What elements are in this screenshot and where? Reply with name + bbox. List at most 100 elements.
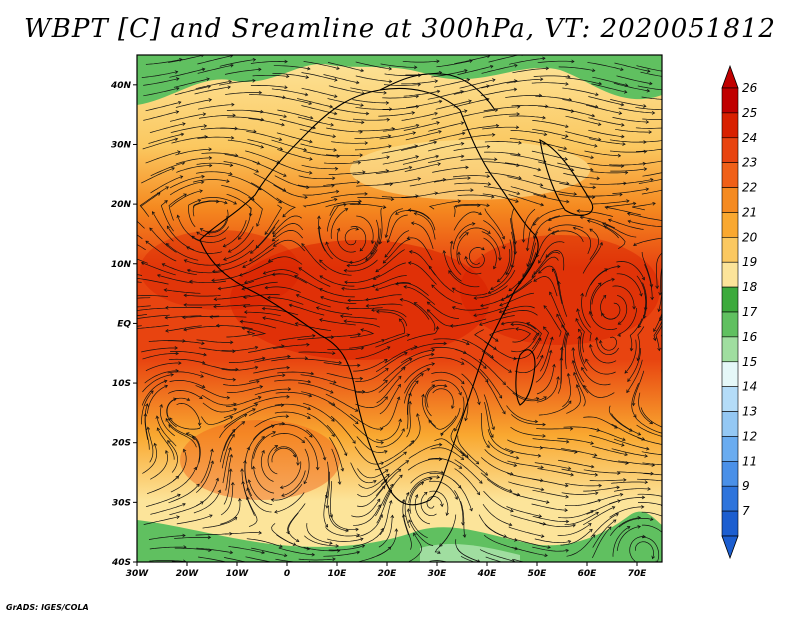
streamline-arrow	[182, 122, 186, 126]
streamline-arrow	[355, 527, 359, 532]
streamline	[592, 76, 628, 86]
streamline	[145, 240, 177, 262]
streamline	[144, 403, 148, 440]
streamline	[288, 512, 300, 542]
streamline-arrow	[170, 373, 174, 377]
streamline	[514, 538, 551, 548]
streamline-arrow	[397, 383, 401, 388]
streamline-arrow	[246, 446, 251, 451]
streamline-arrow	[206, 77, 210, 82]
streamline	[587, 220, 619, 239]
streamline-arrow	[594, 336, 599, 341]
streamline	[422, 394, 436, 427]
streamline-arrow	[666, 361, 669, 364]
streamline-arrow	[412, 131, 417, 135]
streamline-arrow	[420, 373, 424, 377]
streamline	[483, 490, 514, 512]
streamline-arrow	[379, 427, 384, 431]
streamline	[225, 92, 262, 95]
streamline	[141, 390, 154, 425]
streamline	[561, 448, 597, 456]
streamline-arrow	[460, 361, 465, 365]
streamline	[349, 339, 385, 349]
colorbar-label: 22	[742, 181, 757, 195]
streamline	[174, 547, 212, 551]
streamline	[487, 440, 519, 459]
streamline	[483, 220, 505, 249]
streamline-arrow	[134, 317, 137, 320]
streamline-arrow	[243, 413, 248, 418]
streamline	[220, 482, 234, 516]
streamline-arrow	[296, 462, 300, 466]
streamline	[452, 223, 475, 250]
streamline-arrow	[255, 169, 260, 173]
streamline	[395, 210, 430, 219]
streamline	[168, 358, 205, 364]
streamline-arrow	[384, 254, 388, 258]
streamline	[664, 179, 700, 187]
streamline-arrow	[491, 132, 496, 137]
streamline-arrow	[611, 277, 615, 282]
streamline-arrow	[167, 440, 171, 444]
streamline	[169, 176, 205, 189]
x-axis: 30W 20W 10W 0 10E 20E 30E 40E 50E 60E 70E	[126, 562, 647, 579]
streamline-arrow	[540, 534, 545, 538]
streamline-arrow	[334, 166, 339, 171]
streamline-arrow	[347, 298, 351, 303]
streamline	[460, 358, 489, 383]
streamline	[626, 359, 643, 393]
streamline-arrow	[317, 215, 321, 219]
streamline	[250, 226, 276, 254]
streamline-arrow	[344, 208, 349, 212]
streamline	[404, 163, 441, 172]
streamline	[183, 325, 221, 331]
streamline	[271, 447, 296, 463]
streamline-arrow	[540, 202, 545, 207]
streamline	[170, 467, 197, 493]
streamline-arrow	[114, 299, 117, 302]
streamline-arrow	[333, 111, 338, 116]
streamline	[319, 319, 356, 326]
streamline-arrow	[360, 537, 364, 542]
streamline	[145, 494, 181, 508]
streamline	[453, 98, 490, 108]
streamline-arrow	[243, 460, 247, 464]
streamline-arrow	[175, 368, 179, 373]
streamline-arrow	[650, 177, 654, 182]
streamline	[533, 207, 565, 226]
streamline-arrow	[664, 382, 667, 385]
streamline	[137, 281, 142, 283]
streamline	[591, 278, 615, 305]
streamline-arrow	[627, 219, 632, 224]
streamline	[176, 514, 213, 525]
streamline	[384, 318, 405, 341]
streamline-arrow	[589, 228, 593, 232]
streamline	[585, 268, 608, 297]
streamline-arrow	[390, 483, 394, 488]
streamline	[224, 557, 248, 562]
streamline	[276, 534, 310, 550]
streamline-arrow	[324, 494, 329, 499]
streamline	[382, 358, 412, 382]
streamline-arrow	[254, 403, 259, 407]
streamline	[357, 485, 386, 507]
streamline	[557, 437, 594, 444]
streamline-arrow	[515, 199, 519, 203]
streamline	[331, 193, 368, 198]
streamline-arrow	[547, 545, 551, 549]
streamline-arrow	[156, 427, 161, 432]
streamline	[320, 296, 357, 305]
streamline-arrow	[208, 98, 213, 102]
streamline	[458, 134, 495, 140]
streamline	[318, 216, 326, 252]
streamline-arrow	[231, 481, 235, 486]
streamline-arrow	[431, 362, 436, 366]
streamline	[539, 522, 576, 528]
streamline	[223, 468, 232, 505]
streamline-arrow	[197, 422, 202, 427]
streamline	[330, 415, 356, 444]
streamline	[670, 95, 706, 98]
streamline-arrow	[675, 168, 678, 171]
streamline-arrow	[180, 132, 185, 137]
streamline	[169, 380, 205, 388]
